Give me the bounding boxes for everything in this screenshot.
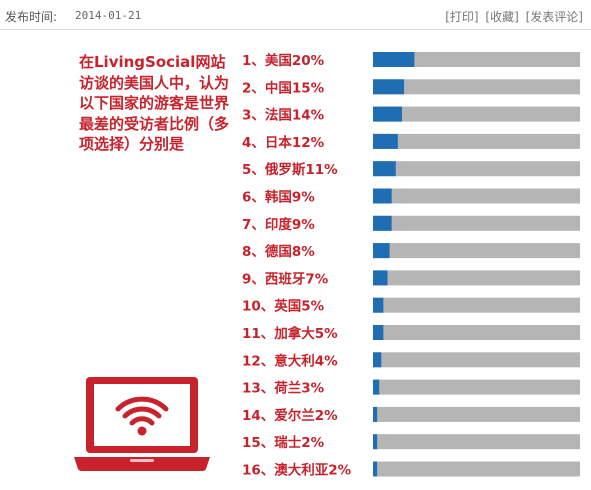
- intro-text: 在LivingSocial网站访谈的美国人中，认为以下国家的游客是世界最差的受访…: [79, 53, 230, 153]
- article-actions: [打印] [收藏] [发表评论]: [442, 8, 583, 25]
- bar-label: 10、英国5%: [242, 298, 325, 315]
- bar-fill: [373, 461, 378, 477]
- bar-label: 5、俄罗斯11%: [242, 161, 338, 178]
- bar-fill: [373, 79, 405, 95]
- bar-fill: [373, 52, 415, 67]
- publish-label: 发布时间:: [5, 10, 58, 24]
- bar-label: 15、瑞士2%: [242, 434, 325, 451]
- bar-fill: [373, 379, 380, 395]
- bar-track: [373, 434, 580, 450]
- bar-label: 4、日本12%: [242, 134, 325, 151]
- bar-fill: [373, 434, 378, 450]
- bar-fill: [373, 243, 390, 259]
- bar-fill: [373, 352, 382, 368]
- bar-track: [373, 161, 580, 177]
- bar-label: 6、韩国9%: [242, 189, 315, 206]
- bar-fill: [373, 106, 402, 122]
- laptop-wifi-icon: [74, 377, 210, 471]
- bar-track: [373, 52, 580, 67]
- bar-track: [373, 379, 580, 395]
- bar-label: 16、澳大利亚2%: [242, 462, 352, 479]
- bar-label: 12、意大利4%: [242, 352, 338, 369]
- bar-label: 3、法国14%: [242, 107, 325, 124]
- bar-fill: [373, 215, 392, 231]
- bar-track: [373, 406, 580, 422]
- bar-track: [373, 188, 580, 204]
- bar-track: [373, 133, 580, 149]
- bar-track: [373, 243, 580, 259]
- bar-track: [373, 79, 580, 95]
- bar-track: [373, 215, 580, 231]
- bar-label: 7、印度9%: [242, 216, 315, 233]
- bar-fill: [373, 270, 388, 286]
- top-bar: 发布时间: 2014-01-21 [打印] [收藏] [发表评论]: [0, 0, 591, 30]
- bar-label: 2、中国15%: [242, 79, 325, 96]
- bar-label: 8、德国8%: [242, 243, 315, 260]
- bar-track: [373, 461, 580, 477]
- bar-fill: [373, 406, 378, 422]
- favorite-link[interactable]: [收藏]: [485, 10, 519, 24]
- bar-fill: [373, 161, 396, 177]
- bar-label: 13、荷兰3%: [242, 380, 325, 397]
- bar-fill: [373, 188, 392, 204]
- bar-label: 9、西班牙7%: [242, 270, 329, 287]
- comment-link[interactable]: [发表评论]: [525, 10, 583, 24]
- bar-track: [373, 325, 580, 340]
- bar-label: 14、爱尔兰2%: [242, 407, 338, 424]
- bar-fill: [373, 325, 384, 340]
- bar-track: [373, 106, 580, 122]
- bar-track: [373, 352, 580, 368]
- bar-track: [373, 270, 580, 286]
- print-link[interactable]: [打印]: [445, 10, 479, 24]
- bar-fill: [373, 297, 384, 313]
- bar-label: 11、加拿大5%: [242, 325, 338, 342]
- header-divider: [0, 29, 591, 30]
- publish-date: 2014-01-21: [75, 9, 142, 22]
- bar-fill: [373, 133, 398, 149]
- bar-track: [373, 297, 580, 313]
- bar-label: 1、美国20%: [242, 52, 325, 69]
